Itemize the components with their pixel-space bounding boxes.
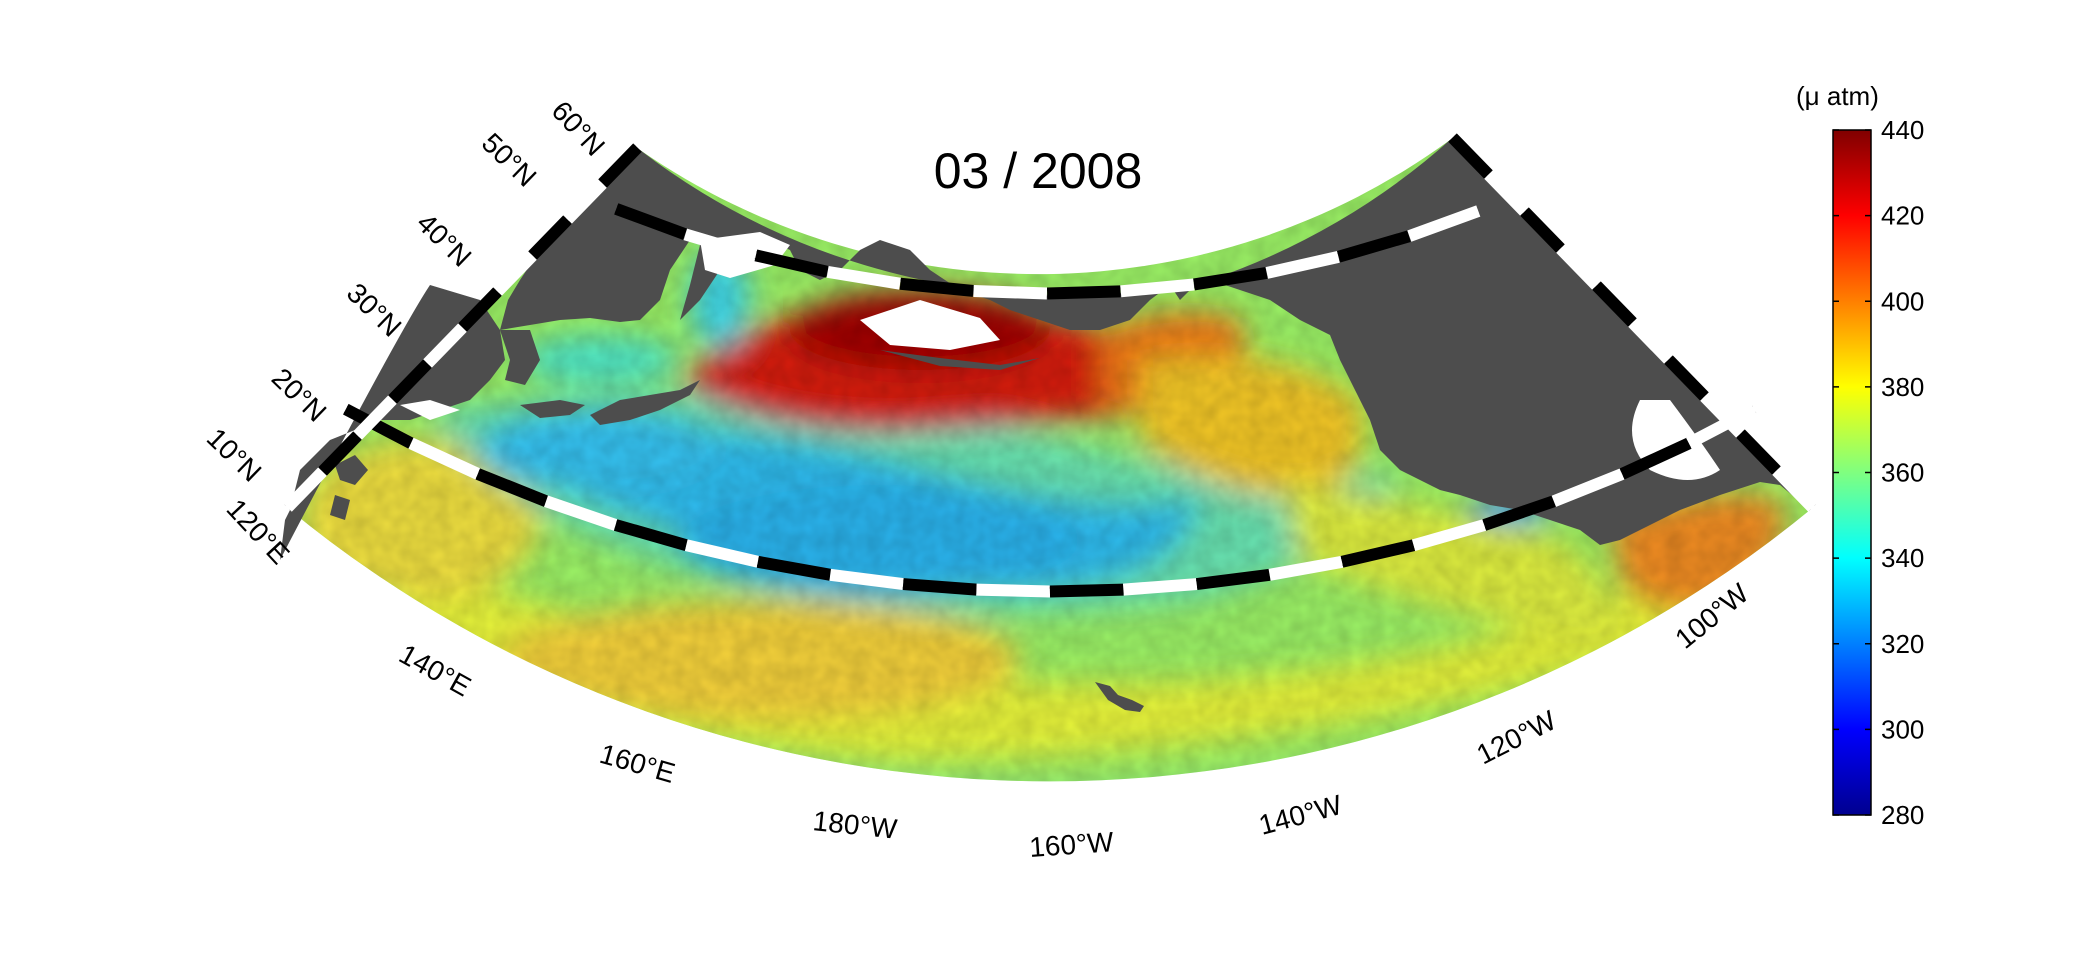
frame-segment (899, 277, 974, 297)
frame-segment (353, 395, 397, 440)
lon-label-180W: 180°W (811, 805, 899, 845)
frame-segment (1336, 230, 1411, 263)
lat-label-50: 50°N (476, 127, 543, 193)
map-title: 03 / 2008 (934, 143, 1143, 199)
colorbar-unit-label: (μ atm) (1796, 81, 1879, 111)
lat-label-40: 40°N (411, 207, 478, 273)
map-frame (283, 133, 1817, 598)
frame-segment (493, 251, 537, 296)
frame-segment (754, 249, 829, 278)
frame-segment (1556, 244, 1601, 290)
colorbar-tick-label: 380 (1881, 372, 1924, 402)
frame-segment (1340, 539, 1416, 568)
lon-label-160E: 160°E (596, 738, 678, 789)
colorbar-tick-label: 280 (1881, 800, 1924, 830)
frame-segment (563, 179, 607, 224)
frame-segment (1664, 355, 1709, 401)
frame-segment (1411, 519, 1487, 551)
lat-label-10: 10°N (201, 422, 268, 488)
frame-segment (598, 143, 642, 188)
frame-segment (318, 431, 362, 476)
frame-segment (1686, 403, 1757, 449)
frame-segment (976, 583, 1051, 598)
frame-segment (614, 203, 688, 240)
colorbar-tick-label: 320 (1881, 629, 1924, 659)
frame-segment (1619, 437, 1692, 480)
frame-segment (1592, 281, 1637, 327)
lat-label-30: 30°N (341, 277, 408, 343)
frame-segment (1122, 578, 1198, 596)
lon-label-140E: 140°E (394, 638, 476, 702)
lat-label-60: 60°N (546, 95, 611, 162)
frame-segment (1520, 207, 1565, 253)
frame-segment (684, 539, 760, 568)
colorbar: (μ atm) 440 420 400 380 360 340 320 300 280 (1796, 81, 1924, 830)
frame-segment (544, 495, 618, 531)
lon-label-160W: 160°W (1028, 826, 1115, 863)
colorbar-tick-label: 440 (1881, 115, 1924, 145)
frame-segment (829, 568, 905, 591)
lon-label-120W: 120°W (1472, 704, 1562, 770)
frame-segment (1120, 278, 1195, 298)
frame-segment (1700, 392, 1745, 438)
colorbar-tick-label: 360 (1881, 458, 1924, 488)
frame-segment (475, 468, 549, 507)
frame-segment (1484, 170, 1529, 216)
frame-segment (1448, 133, 1493, 179)
frame-segment (408, 437, 481, 480)
frame-segment (458, 287, 502, 332)
frame-segment (902, 578, 978, 596)
frame-segment (1268, 555, 1344, 581)
lat-label-20: 20°N (266, 362, 333, 428)
frame-segment (1195, 568, 1271, 591)
colorbar-tick-label: 340 (1881, 543, 1924, 573)
frame-segment (683, 228, 758, 262)
colorbar-tick-label: 300 (1881, 714, 1924, 744)
frame-segment (756, 555, 832, 581)
frame-segment (343, 403, 414, 449)
frame-segment (423, 323, 467, 368)
frame-segment (826, 265, 902, 290)
frame-segment (528, 215, 572, 260)
colorbar-tick-label: 420 (1881, 201, 1924, 231)
frame-segment (973, 284, 1048, 300)
frame-segment (1736, 429, 1781, 475)
frame-segment (283, 467, 327, 512)
frame-segment (613, 519, 689, 551)
frame-segment (1193, 267, 1268, 291)
frame-segment (1265, 251, 1340, 279)
frame-segment (1772, 466, 1817, 512)
frame-segment (1407, 205, 1481, 242)
colorbar-tick-label: 400 (1881, 286, 1924, 316)
frame-segment (1551, 468, 1625, 507)
frame-segment (388, 359, 432, 404)
frame-segment (1049, 583, 1124, 598)
frame-segment (1628, 318, 1673, 364)
lon-label-140W: 140°W (1256, 789, 1346, 841)
frame-segment (1482, 495, 1556, 531)
frame-segment (1046, 285, 1121, 300)
